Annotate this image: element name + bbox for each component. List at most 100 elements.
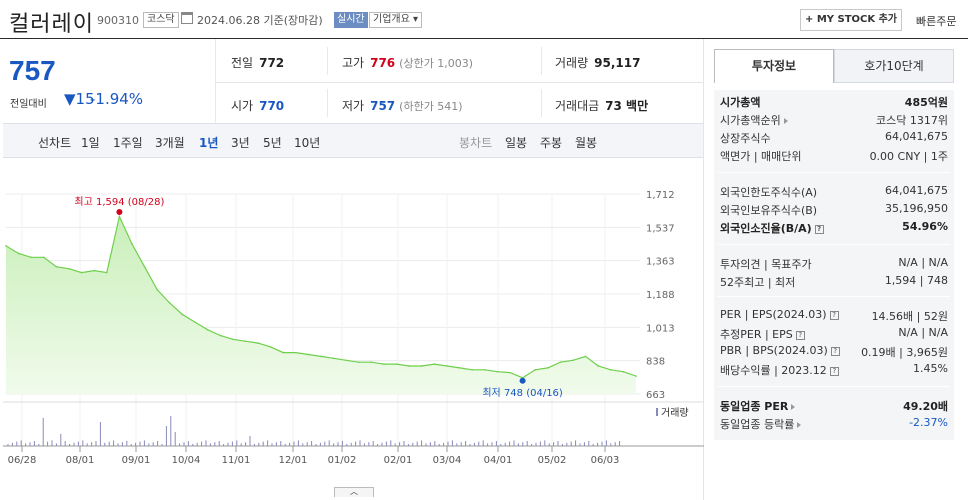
price-point	[610, 368, 612, 371]
arrow-right-icon[interactable]	[791, 404, 796, 410]
help-icon[interactable]: ?	[830, 346, 840, 356]
price-point	[143, 266, 146, 268]
info-value: N/A | N/A	[898, 326, 948, 339]
period-3m[interactable]: 3개월	[155, 136, 185, 150]
company-info-label: 기업개요	[373, 14, 410, 25]
quote-date: 2024.06.28 기준(장마감)	[197, 14, 323, 27]
info-value: 코스닥 1317위	[876, 114, 948, 127]
info-key: 52주최고 | 최저	[720, 276, 796, 289]
period-1y[interactable]: 1년	[199, 136, 219, 150]
open-value: 770	[259, 99, 285, 113]
info-key: PER | EPS(2024.03)	[720, 308, 827, 321]
price-point	[534, 368, 536, 371]
price-point	[295, 351, 297, 354]
info-row: 시가총액 485억원	[720, 94, 948, 112]
info-divider	[718, 386, 950, 387]
candle-daily[interactable]: 일봉	[505, 136, 528, 150]
info-divider	[718, 244, 950, 245]
info-value: N/A | N/A	[898, 256, 948, 269]
help-icon[interactable]: ?	[795, 330, 805, 340]
price-point	[572, 359, 574, 362]
info-key: 상장주식수	[720, 132, 771, 145]
info-key-wrap: 배당수익률 | 2023.12?	[720, 362, 839, 378]
price-point	[194, 321, 196, 323]
x-tick-label: 08/01	[66, 455, 95, 466]
upper-limit: (상한가 1,003)	[399, 57, 474, 70]
price-point	[232, 338, 234, 341]
x-tick-label: 06/03	[591, 455, 620, 466]
info-key-wrap: 시가총액	[720, 94, 760, 110]
info-divider	[718, 172, 950, 173]
price-point	[80, 271, 83, 274]
price-point	[93, 269, 95, 272]
period-1d[interactable]: 1일	[81, 136, 100, 150]
price-point	[131, 243, 133, 245]
price-point	[307, 353, 310, 356]
price-point	[156, 288, 158, 291]
tab-invest-info[interactable]: 투자정보	[714, 49, 834, 83]
help-icon[interactable]: ?	[829, 310, 839, 320]
trade-amount: 거래대금 73 백만	[555, 97, 648, 114]
help-icon[interactable]: ?	[829, 366, 839, 376]
price-point	[559, 361, 562, 363]
price-point	[181, 313, 184, 316]
divider	[541, 47, 542, 75]
period-toolbar: 선차트 1일 1주일 3개월 1년 3년 5년 10년 봉차트 일봉 주봉 월봉	[3, 123, 703, 158]
price-point	[496, 370, 499, 373]
line-chart-label: 선차트	[38, 136, 72, 150]
price-point	[282, 351, 285, 354]
volume-legend: 거래량	[661, 407, 689, 419]
high-value: 776	[370, 56, 396, 70]
company-info-dropdown[interactable]: 기업개요 ▾	[369, 12, 423, 28]
period-5y[interactable]: 5년	[263, 136, 282, 150]
info-key: 동일업종 등락률	[720, 418, 795, 431]
low-price: 저가 757 (하한가 541)	[342, 97, 463, 114]
info-value: 1.45%	[913, 362, 948, 375]
tab-orderbook[interactable]: 호가10단계	[834, 49, 954, 83]
x-tick-label: 03/04	[433, 455, 462, 466]
period-1w[interactable]: 1주일	[113, 136, 143, 150]
period-10y[interactable]: 10년	[294, 136, 321, 150]
price-point	[106, 271, 108, 274]
x-tick-label: 10/04	[172, 455, 201, 466]
y-tick-label: 1,363	[646, 257, 675, 268]
info-value: 0.19배 | 3,965원	[861, 346, 948, 359]
candle-monthly[interactable]: 월봉	[575, 136, 598, 150]
open-price: 시가 770	[231, 97, 284, 114]
price-point	[358, 361, 360, 363]
price-point	[55, 266, 58, 268]
info-row: 투자의견 | 목표주가 N/A | N/A	[720, 256, 948, 274]
price-point	[244, 340, 247, 342]
price-point	[257, 342, 259, 344]
info-value: -2.37%	[909, 416, 948, 429]
info-key-wrap: 외국인한도주식수(A)	[720, 184, 817, 200]
add-my-stock-button[interactable]: + MY STOCK 추가	[800, 9, 902, 31]
period-3y[interactable]: 3년	[231, 136, 250, 150]
realtime-badge[interactable]: 실시간	[334, 12, 368, 28]
info-value: 54.96%	[902, 220, 948, 233]
x-tick-label: 12/01	[279, 455, 308, 466]
info-value: 35,196,950	[885, 202, 948, 215]
price-chart[interactable]: 1,712 1,537 1,363 1,188 1,013 838 663 06/28 08/0…	[0, 160, 704, 500]
stock-name: 컬러레이	[9, 12, 94, 37]
help-icon[interactable]: ?	[814, 224, 824, 234]
price-point	[219, 334, 221, 337]
open-label: 시가	[231, 99, 254, 113]
prev-close-label: 전일	[231, 56, 254, 70]
arrow-right-icon[interactable]	[783, 118, 788, 124]
info-value: 0.00 CNY | 1주	[869, 150, 948, 163]
arrow-right-icon[interactable]	[797, 422, 802, 428]
info-value: 1,594 | 748	[884, 274, 948, 287]
change-label: 전일대비	[10, 99, 47, 110]
info-row: 52주최고 | 최저 1,594 | 748	[720, 274, 948, 292]
price-point	[509, 371, 511, 374]
price-point	[408, 365, 411, 367]
chart-collapse-toggle[interactable]: ︿	[334, 487, 374, 497]
info-key-wrap: 52주최고 | 최저	[720, 274, 795, 290]
candle-weekly[interactable]: 주봉	[540, 136, 563, 150]
info-key-wrap: 액면가 | 매매단위	[720, 148, 802, 164]
price-point	[458, 367, 461, 369]
price-point	[320, 355, 322, 358]
amount-label: 거래대금	[555, 99, 600, 113]
quick-order-link[interactable]: 빠른주문	[916, 15, 957, 28]
